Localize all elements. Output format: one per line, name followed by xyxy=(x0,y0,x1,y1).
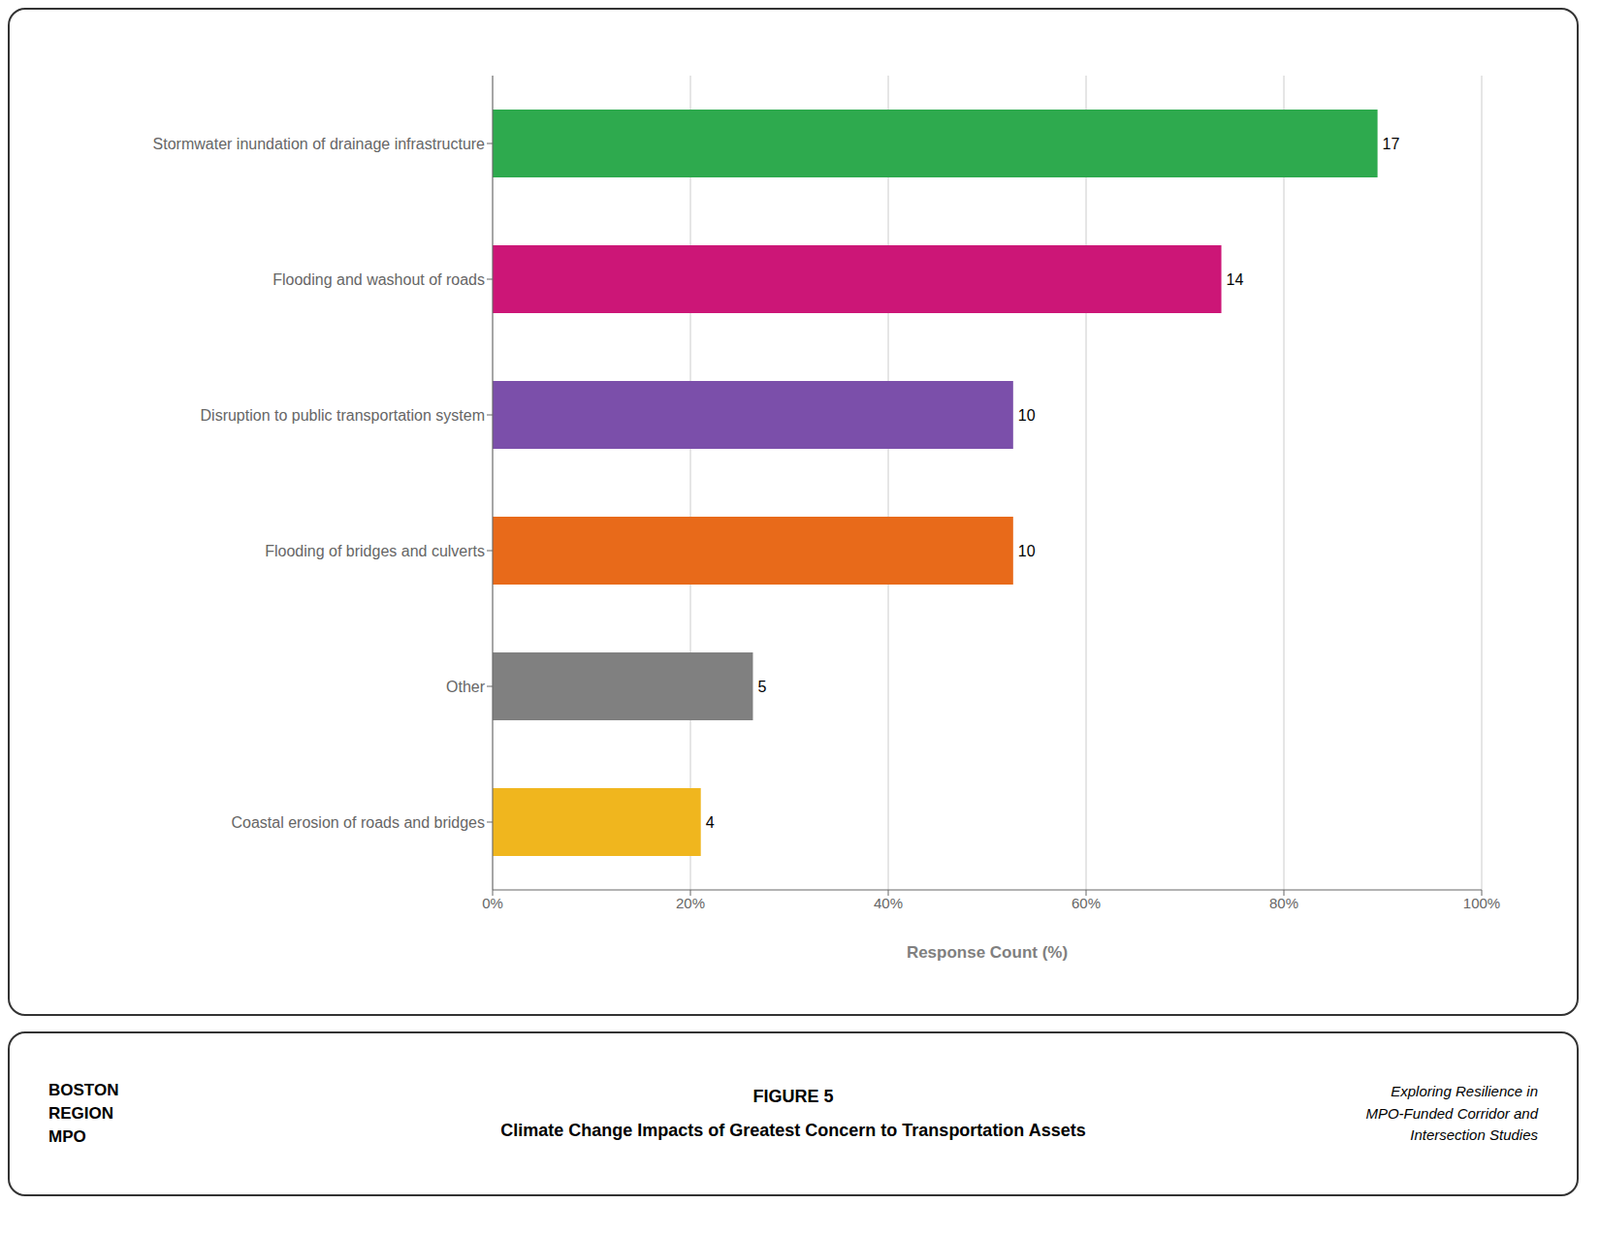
svg-text:40%: 40% xyxy=(873,895,903,912)
svg-text:100%: 100% xyxy=(1463,895,1501,912)
svg-text:17: 17 xyxy=(1382,135,1401,153)
svg-text:14: 14 xyxy=(1226,271,1245,288)
html-text:Climate Change Impacts of Grea: Climate Change Impacts of Greatest Conce… xyxy=(500,1120,1086,1141)
svg-text:Flooding and washout of roads: Flooding and washout of roads xyxy=(272,271,485,288)
svg-text:10: 10 xyxy=(1018,407,1036,424)
svg-text:20%: 20% xyxy=(675,895,705,912)
svg-text:80%: 80% xyxy=(1269,895,1299,912)
svg-text:Disruption to public transport: Disruption to public transportation syst… xyxy=(200,407,485,424)
html-text:BOSTON REGION MPO: BOSTON REGION MPO xyxy=(48,1081,119,1147)
svg-text:Other: Other xyxy=(446,678,486,696)
svg-text:60%: 60% xyxy=(1071,895,1101,912)
html-text:Exploring Resilience in MPO-Fu: Exploring Resilience in MPO-Funded Corri… xyxy=(1365,1083,1538,1144)
svg-text:Stormwater inundation of drain: Stormwater inundation of drainage infras… xyxy=(153,135,486,153)
html-text:FIGURE 5: FIGURE 5 xyxy=(752,1087,834,1107)
svg-text:4: 4 xyxy=(705,814,715,832)
svg-text:Flooding of bridges and culver: Flooding of bridges and culverts xyxy=(264,543,485,560)
svg-text:Coastal erosion of roads and b: Coastal erosion of roads and bridges xyxy=(231,814,486,832)
svg-text:Response Count (%): Response Count (%) xyxy=(906,943,1068,962)
svg-text:0%: 0% xyxy=(481,895,504,912)
svg-text:5: 5 xyxy=(757,678,767,696)
svg-text:10: 10 xyxy=(1018,543,1036,560)
